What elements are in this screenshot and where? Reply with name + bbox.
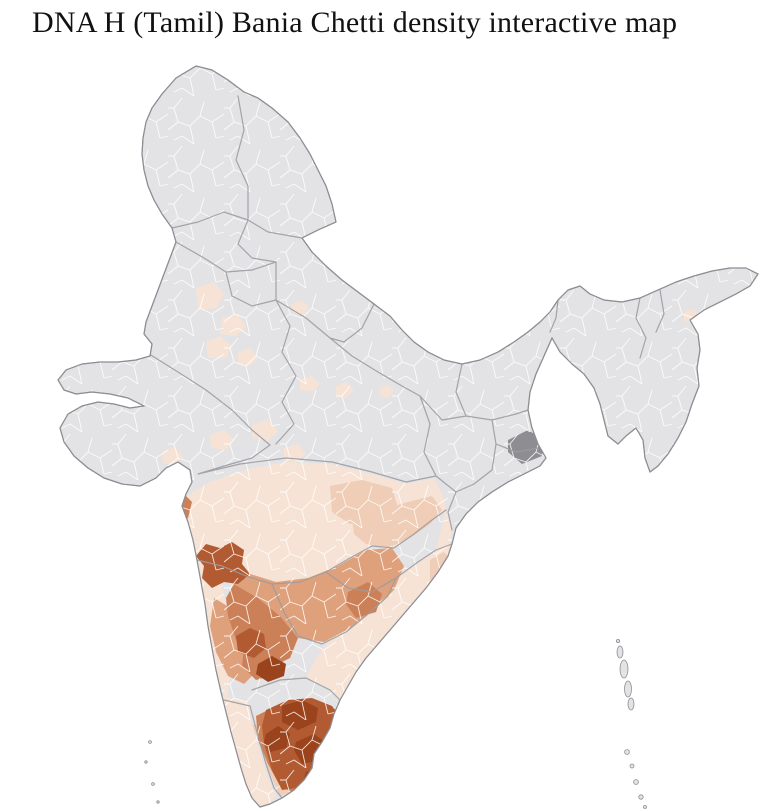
island[interactable] <box>156 800 160 804</box>
island[interactable] <box>144 760 148 764</box>
island[interactable] <box>616 639 621 644</box>
island[interactable] <box>148 740 152 744</box>
island[interactable] <box>616 645 624 659</box>
state-borders <box>145 95 665 799</box>
island[interactable] <box>624 680 632 698</box>
island[interactable] <box>151 782 155 786</box>
andaman-nicobar-islands[interactable] <box>616 639 647 809</box>
island[interactable] <box>629 763 635 769</box>
india-coastline <box>57 65 759 808</box>
lakshadweep-islands[interactable] <box>144 740 160 804</box>
district-boundaries-mesh <box>58 66 758 807</box>
page-title: DNA H (Tamil) Bania Chetti density inter… <box>32 6 678 39</box>
island[interactable] <box>638 794 644 800</box>
island[interactable] <box>633 779 639 785</box>
island[interactable] <box>624 749 630 755</box>
island[interactable] <box>619 659 629 679</box>
island[interactable] <box>627 697 635 711</box>
island[interactable] <box>643 805 647 809</box>
